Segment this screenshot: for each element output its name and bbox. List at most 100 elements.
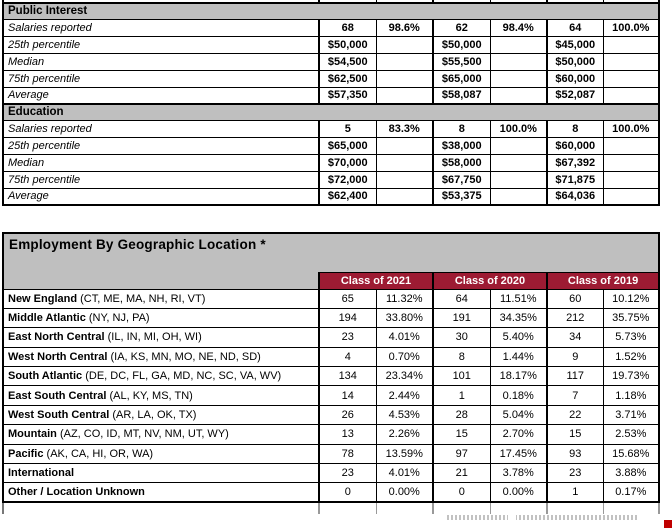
percent-cell [603, 52, 660, 71]
region-label: New England (CT, ME, MA, NH, RI, VT) [2, 288, 320, 309]
geo-table-row: Pacific (AK, CA, HI, OR, WA) 78 13.59% 97 17… [2, 443, 661, 465]
count-cell: 78 [319, 443, 377, 465]
count-cell: 97 [433, 443, 491, 465]
count-cell: 21 [433, 463, 491, 484]
table-row: 75th percentile $72,000 $67,750 $71,875 [2, 170, 660, 189]
percent-cell [490, 153, 548, 172]
geo-header-spacer [2, 272, 320, 290]
cropped-cell [547, 0, 604, 4]
percent-cell [490, 52, 548, 71]
illegible-fine-print [447, 515, 639, 520]
count-cell: 64 [433, 288, 491, 309]
count-cell: 15 [433, 424, 491, 445]
percent-cell: 100.0% [490, 119, 548, 138]
percent-cell [376, 136, 434, 155]
region-name: South Atlantic [8, 370, 83, 383]
region-name: Pacific [8, 447, 44, 460]
percent-cell: 13.59% [376, 443, 434, 465]
count-cell: 15 [547, 424, 604, 445]
cropped-cell [490, 501, 548, 515]
cropped-cell [433, 501, 491, 515]
region-states: (DE, DC, FL, GA, MD, NC, SC, VA, WV) [82, 370, 282, 383]
geo-table-row: New England (CT, ME, MA, NH, RI, VT) 65 11… [2, 288, 661, 309]
percent-cell: 0.00% [376, 482, 434, 504]
table-row: 75th percentile $62,500 $65,000 $60,000 [2, 69, 660, 88]
count-cell: 7 [547, 385, 604, 406]
percent-cell [603, 86, 660, 105]
region-label: East North Central (IL, IN, MI, OH, WI) [2, 327, 320, 348]
percent-cell: 4.01% [376, 327, 434, 348]
percent-cell [490, 136, 548, 155]
value-cell: $62,400 [319, 187, 377, 206]
col-header-class-2021: Class of 2021 [318, 271, 434, 290]
percent-cell [376, 153, 434, 172]
value-cell: $67,750 [433, 170, 491, 189]
count-cell: 60 [547, 288, 604, 309]
geo-table-row: East North Central (IL, IN, MI, OH, WI) 2… [2, 327, 661, 348]
percent-cell: 34.35% [490, 307, 548, 329]
percent-cell: 2.26% [376, 424, 434, 445]
red-corner-mark [664, 520, 672, 528]
percent-cell: 1.52% [603, 346, 661, 368]
percent-cell: 3.71% [603, 404, 661, 426]
percent-cell: 1.18% [603, 385, 661, 406]
region-states: (NY, NJ, PA) [85, 312, 150, 325]
percent-cell [490, 69, 548, 88]
region-name: East North Central [8, 331, 105, 344]
cropped-cell [603, 0, 660, 4]
count-cell: 34 [547, 327, 604, 348]
section-header-row: Public Interest [2, 2, 660, 20]
col-header-class-2019: Class of 2019 [546, 271, 661, 290]
cropped-bottom-row [2, 501, 661, 515]
table-row: Median $70,000 $58,000 $67,392 [2, 153, 660, 172]
value-cell: $45,000 [547, 35, 604, 54]
geo-table-row: Middle Atlantic (NY, NJ, PA) 194 33.80% 191… [2, 307, 661, 329]
region-name: Mountain [8, 428, 57, 441]
value-cell: $60,000 [547, 136, 604, 155]
value-cell: $54,500 [319, 52, 377, 71]
cropped-cell [433, 0, 491, 4]
value-cell: 5 [319, 119, 377, 138]
value-cell: $53,375 [433, 187, 491, 206]
percent-cell: 2.53% [603, 424, 661, 445]
percent-cell: 5.40% [490, 327, 548, 348]
table-row: Salaries reported 68 98.6% 62 98.4% 64 100.0% [2, 18, 660, 37]
percent-cell: 35.75% [603, 307, 661, 329]
region-states: (AR, LA, OK, TX) [109, 409, 197, 422]
percent-cell: 17.45% [490, 443, 548, 465]
region-name: Other / Location Unknown [8, 486, 145, 499]
table-row: Salaries reported 5 83.3% 8 100.0% 8 100.0% [2, 119, 660, 138]
percent-cell: 19.73% [603, 366, 661, 387]
table-row: 25th percentile $65,000 $38,000 $60,000 [2, 136, 660, 155]
value-cell: $65,000 [433, 69, 491, 88]
value-cell: $60,000 [547, 69, 604, 88]
count-cell: 1 [547, 482, 604, 504]
row-label: Median [2, 52, 320, 71]
region-label: International [2, 463, 320, 484]
region-label: West North Central (IA, KS, MN, MO, NE, … [2, 346, 320, 368]
value-cell: $38,000 [433, 136, 491, 155]
value-cell: 8 [547, 119, 604, 138]
region-states: (CT, ME, MA, NH, RI, VT) [77, 292, 206, 305]
percent-cell: 0.00% [490, 482, 548, 504]
count-cell: 8 [433, 346, 491, 368]
percent-cell: 11.32% [376, 288, 434, 309]
geo-table-row: West North Central (IA, KS, MN, MO, NE, … [2, 346, 661, 368]
region-name: Middle Atlantic [8, 312, 86, 325]
count-cell: 23 [319, 327, 377, 348]
region-name: West South Central [8, 409, 110, 422]
count-cell: 22 [547, 404, 604, 426]
percent-cell: 0.17% [603, 482, 661, 504]
geo-table-row: Mountain (AZ, CO, ID, MT, NV, NM, UT, WY… [2, 424, 661, 445]
region-name: International [8, 467, 75, 480]
value-cell: $70,000 [319, 153, 377, 172]
geo-title-row: Employment By Geographic Location * [1, 232, 661, 272]
region-label: Middle Atlantic (NY, NJ, PA) [2, 307, 320, 329]
value-cell: $50,000 [319, 35, 377, 54]
region-states: (IA, KS, MN, MO, NE, ND, SD) [107, 350, 261, 363]
geo-table-row: West South Central (AR, LA, OK, TX) 26 4.5… [2, 404, 661, 426]
geo-column-header-row: Class of 2021 Class of 2020 Class of 201… [2, 271, 661, 290]
percent-cell [490, 170, 548, 189]
count-cell: 65 [319, 288, 377, 309]
percent-cell: 4.53% [376, 404, 434, 426]
